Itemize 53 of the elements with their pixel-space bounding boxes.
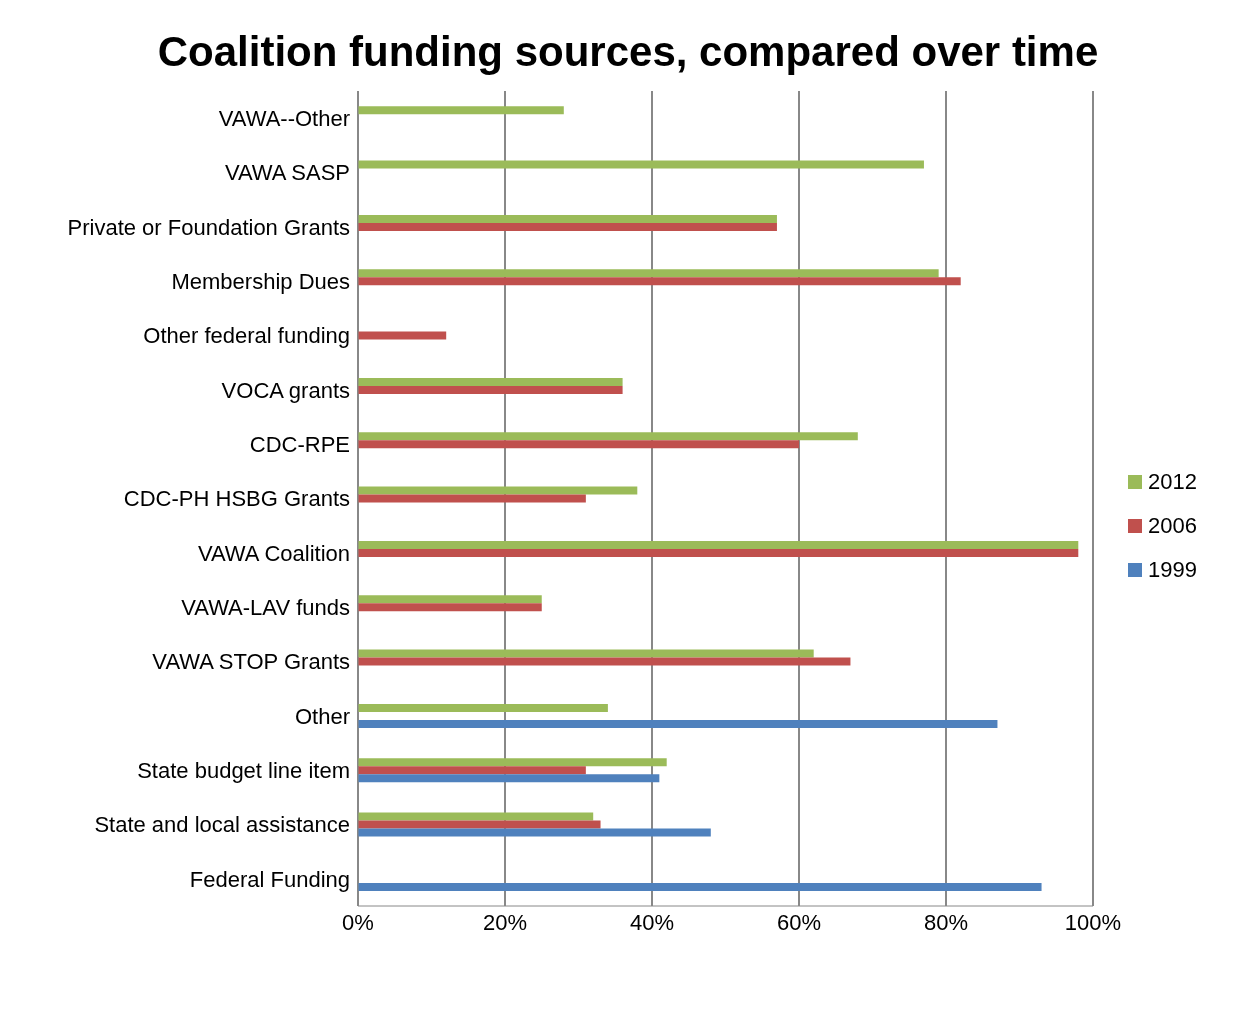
bar [358,548,1079,557]
bar [358,649,814,658]
y-tick-label: State and local assistance [94,812,350,838]
bar [358,385,623,394]
y-tick-label: Membership Dues [171,268,350,294]
y-tick-label: VAWA Coalition [197,540,350,566]
bar [358,269,939,278]
bar [358,277,961,286]
bar [358,331,447,340]
y-tick-label: Other [294,703,350,729]
bar [358,657,851,666]
bar [358,440,799,449]
bar [358,595,542,604]
bar [358,758,667,767]
bar [358,540,1079,549]
bar [358,766,586,775]
y-tick-label: CDC-RPE [249,431,350,457]
chart-title: Coalition funding sources, compared over time [156,28,1100,76]
bar [358,774,660,783]
x-tick-label: 60% [776,909,822,935]
x-tick-label: 100% [1064,909,1122,935]
y-tick-label: VAWA-LAV funds [181,594,350,620]
bar [358,812,594,821]
bar [358,377,623,386]
x-tick-label: 40% [629,909,675,935]
y-tick-label: VAWA--Other [218,105,350,131]
bar [358,828,711,837]
bar [358,494,586,503]
y-tick-label: VAWA STOP Grants [152,649,350,675]
legend-label: 2006 [1148,513,1197,539]
y-tick-label: VAWA SASP [224,160,350,186]
x-tick-label: 0% [342,909,374,935]
y-tick-label: Private or Foundation Grants [67,214,350,240]
bar [358,106,564,115]
y-tick-label: VOCA grants [221,377,350,403]
bar [358,214,777,223]
y-tick-label: Other federal funding [143,323,350,349]
y-tick-label: Federal Funding [189,866,350,892]
y-tick-label: State budget line item [137,757,350,783]
bar [358,603,542,612]
bar [358,882,1042,891]
bar [358,719,998,728]
x-tick-label: 80% [923,909,969,935]
bar [358,222,777,231]
bar [358,820,601,829]
bar [358,432,858,441]
x-tick-label: 20% [482,909,528,935]
bar [358,486,638,495]
y-tick-label: CDC-PH HSBG Grants [123,486,350,512]
legend-label: 1999 [1148,557,1197,583]
legend-label: 2012 [1148,469,1197,495]
bar [358,703,608,712]
bar [358,160,924,169]
